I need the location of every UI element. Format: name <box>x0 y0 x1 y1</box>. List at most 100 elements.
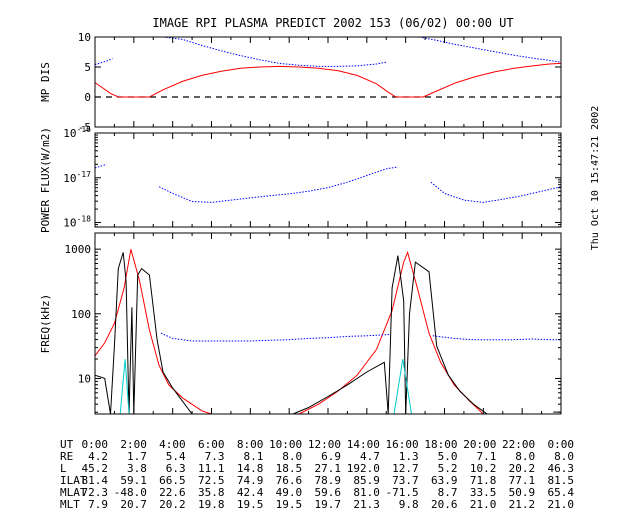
ephemeris-value-ilat: 76.6 <box>276 474 303 487</box>
y-tick-label-mp-dis: -5 <box>78 121 91 134</box>
y-axis-label-freq: FREQ(kHz) <box>39 294 52 354</box>
ephemeris-value-l: 10.2 <box>470 462 497 475</box>
series-measured-mp-distance-b <box>162 36 387 67</box>
ephemeris-value-re: 8.0 <box>554 450 574 463</box>
series-measured-freq-blue-2 <box>432 335 561 341</box>
series-predicted-mp-distance <box>94 62 562 98</box>
ephemeris-value-mlat: 81.0 <box>353 486 380 499</box>
ephemeris-value-l: 5.2 <box>438 462 458 475</box>
ephemeris-value-mlt: 20.2 <box>159 498 186 511</box>
y-axis-label-power-flux: POWER FLUX(W/m2) <box>39 127 52 233</box>
ephemeris-value-mlat: 49.0 <box>276 486 303 499</box>
plot-timestamp: Thu Oct 10 15:47:21 2002 <box>590 106 601 251</box>
ephemeris-value-ut: 16:00 <box>386 438 419 451</box>
ephemeris-value-ut: 4:00 <box>159 438 186 451</box>
ephemeris-value-ilat: 74.9 <box>237 474 264 487</box>
ephemeris-value-l: 45.2 <box>82 462 109 475</box>
ephemeris-value-ilat: 73.7 <box>392 474 419 487</box>
ephemeris-value-ut: 10:00 <box>269 438 302 451</box>
ephemeris-value-mlat: 8.7 <box>438 486 458 499</box>
ephemeris-value-ilat: 81.5 <box>548 474 575 487</box>
ephemeris-value-l: 6.3 <box>166 462 186 475</box>
ephemeris-value-mlat: 22.6 <box>159 486 186 499</box>
ephemeris-value-ut: 22:00 <box>502 438 535 451</box>
ephemeris-value-mlat: -48.0 <box>114 486 147 499</box>
ephemeris-value-ut: 6:00 <box>198 438 225 451</box>
ephemeris-value-mlt: 20.7 <box>120 498 147 511</box>
ephemeris-value-l: 11.1 <box>198 462 225 475</box>
ephemeris-value-mlt: 19.5 <box>237 498 264 511</box>
ephemeris-value-mlt: 19.5 <box>276 498 303 511</box>
y-tick-label-mp-dis: 0 <box>84 91 91 104</box>
ephemeris-label-ilat: ILAT <box>60 474 87 487</box>
series-plasma-frequency-black-2 <box>292 255 488 415</box>
ephemeris-value-re: 8.0 <box>515 450 535 463</box>
ephemeris-value-ilat: 59.1 <box>120 474 147 487</box>
y-tick-label-power-flux: 10-16 <box>63 125 91 140</box>
ephemeris-value-mlat: 42.4 <box>237 486 264 499</box>
ephemeris-value-mlat: 33.5 <box>470 486 497 499</box>
ephemeris-value-ilat: 71.8 <box>470 474 497 487</box>
ephemeris-value-mlt: 21.3 <box>353 498 380 511</box>
ephemeris-value-mlat: 35.8 <box>198 486 225 499</box>
ephemeris-value-re: 7.3 <box>205 450 225 463</box>
ephemeris-value-l: 3.8 <box>127 462 147 475</box>
ephemeris-label-mlt: MLT <box>60 498 80 511</box>
ephemeris-value-mlt: 20.6 <box>431 498 458 511</box>
ephemeris-value-ilat: 81.4 <box>82 474 109 487</box>
ephemeris-value-re: 4.7 <box>360 450 380 463</box>
y-tick-label-freq: 100 <box>71 308 91 321</box>
ephemeris-value-l: 27.1 <box>315 462 342 475</box>
y-tick-label-mp-dis: 10 <box>78 31 91 44</box>
ephemeris-value-ilat: 63.9 <box>431 474 458 487</box>
ephemeris-value-mlat: 72.3 <box>82 486 109 499</box>
ephemeris-value-re: 4.2 <box>88 450 108 463</box>
ephemeris-value-mlat: 50.9 <box>509 486 536 499</box>
ephemeris-value-mlt: 21.0 <box>548 498 575 511</box>
series-power-flux-b <box>158 166 398 203</box>
ephemeris-value-ut: 20:00 <box>463 438 496 451</box>
ephemeris-value-ut: 0:00 <box>548 438 575 451</box>
series-plasma-frequency-black <box>94 252 193 415</box>
ephemeris-value-ut: 8:00 <box>237 438 264 451</box>
series-measured-mp-distance-a <box>94 58 113 66</box>
ephemeris-value-ilat: 66.5 <box>159 474 186 487</box>
ephemeris-value-l: 46.3 <box>548 462 575 475</box>
ephemeris-value-l: 20.2 <box>509 462 536 475</box>
ephemeris-value-re: 8.1 <box>243 450 263 463</box>
series-density-cyan <box>119 359 130 415</box>
y-axis-label-mp-dis: MP DIS <box>39 62 52 102</box>
ephemeris-value-mlt: 19.8 <box>198 498 225 511</box>
ephemeris-label-l: L <box>60 462 67 475</box>
ephemeris-value-ilat: 78.9 <box>315 474 342 487</box>
y-tick-label-mp-dis: 5 <box>84 61 91 74</box>
ephemeris-value-mlt: 21.0 <box>470 498 497 511</box>
y-tick-label-power-flux: 10-18 <box>63 215 91 230</box>
ephemeris-value-re: 1.7 <box>127 450 147 463</box>
series-density-cyan-2 <box>393 359 412 415</box>
ephemeris-value-re: 6.9 <box>321 450 341 463</box>
ephemeris-value-mlat: 65.4 <box>548 486 575 499</box>
ephemeris-value-l: 14.8 <box>237 462 264 475</box>
ephemeris-value-ut: 0:00 <box>82 438 109 451</box>
ephemeris-value-ut: 12:00 <box>308 438 341 451</box>
ephemeris-value-mlt: 21.2 <box>509 498 536 511</box>
ephemeris-value-ut: 18:00 <box>424 438 457 451</box>
ephemeris-value-re: 5.0 <box>438 450 458 463</box>
ephemeris-value-re: 7.1 <box>476 450 496 463</box>
ephemeris-value-mlt: 9.8 <box>399 498 419 511</box>
ephemeris-value-ilat: 72.5 <box>198 474 225 487</box>
series-power-flux-a <box>94 163 107 169</box>
ephemeris-value-ilat: 85.9 <box>353 474 380 487</box>
ephemeris-value-mlat: -71.5 <box>386 486 419 499</box>
y-tick-label-power-flux: 10-17 <box>63 170 91 185</box>
ephemeris-label-mlat: MLAT <box>60 486 87 499</box>
series-measured-mp-distance-c <box>419 36 562 63</box>
ephemeris-value-re: 5.4 <box>166 450 186 463</box>
ephemeris-value-mlt: 7.9 <box>88 498 108 511</box>
ephemeris-label-ut: UT <box>60 438 74 451</box>
chart-title: IMAGE RPI PLASMA PREDICT 2002 153 (06/02… <box>152 16 513 30</box>
y-tick-label-freq: 10 <box>78 372 91 385</box>
